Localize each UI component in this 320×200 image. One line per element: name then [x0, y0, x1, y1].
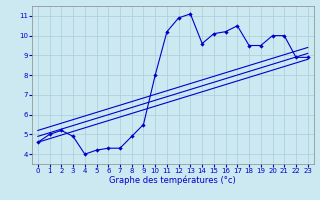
- X-axis label: Graphe des températures (°c): Graphe des températures (°c): [109, 176, 236, 185]
